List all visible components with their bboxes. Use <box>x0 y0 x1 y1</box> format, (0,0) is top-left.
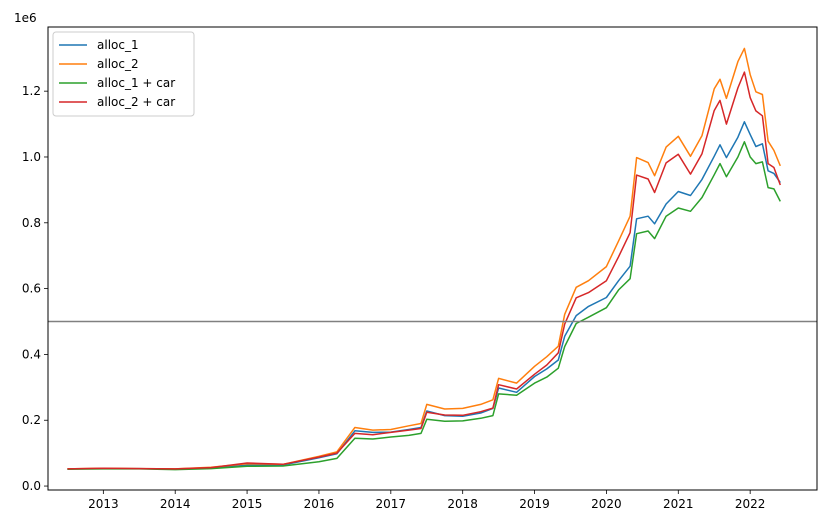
y-tick-label: 0.4 <box>22 347 41 361</box>
x-tick-label: 2016 <box>304 497 335 511</box>
y-axis-ticks: 0.0 0.2 0.4 0.6 0.8 1.0 1.2 <box>22 84 48 493</box>
x-tick-label: 2013 <box>88 497 119 511</box>
series-line-alloc-1-car <box>67 141 781 471</box>
plot-area <box>48 47 817 471</box>
legend-label: alloc_1 <box>97 38 139 52</box>
y-tick-label: 0.6 <box>22 282 41 296</box>
y-tick-label: 1.2 <box>22 84 41 98</box>
x-axis-ticks: 2013 2014 2015 2016 2017 2018 2019 2020 2021 2022 <box>88 490 765 511</box>
x-tick-label: 2018 <box>447 497 478 511</box>
y-tick-label: 0.8 <box>22 216 41 230</box>
series-line-alloc-2-car <box>67 71 782 470</box>
x-tick-label: 2021 <box>663 497 694 511</box>
y-tick-label: 1.0 <box>22 150 41 164</box>
legend-label: alloc_2 <box>97 57 139 71</box>
x-tick-label: 2017 <box>376 497 407 511</box>
x-tick-label: 2014 <box>160 497 191 511</box>
y-tick-label: 0.0 <box>22 479 41 493</box>
legend-box <box>52 31 195 117</box>
series-line-alloc-2 <box>67 47 781 470</box>
y-offset-label: 1e6 <box>14 11 37 25</box>
x-tick-label: 2019 <box>519 497 550 511</box>
x-tick-label: 2015 <box>232 497 263 511</box>
y-tick-label: 0.2 <box>22 413 41 427</box>
legend-label: alloc_1 + car <box>97 76 175 90</box>
x-tick-label: 2022 <box>735 497 766 511</box>
x-tick-label: 2020 <box>591 497 622 511</box>
axes-frame <box>47 26 818 491</box>
legend: alloc_1 alloc_2 alloc_1 + car alloc_2 + car <box>52 31 195 117</box>
legend-label: alloc_2 + car <box>97 95 175 109</box>
